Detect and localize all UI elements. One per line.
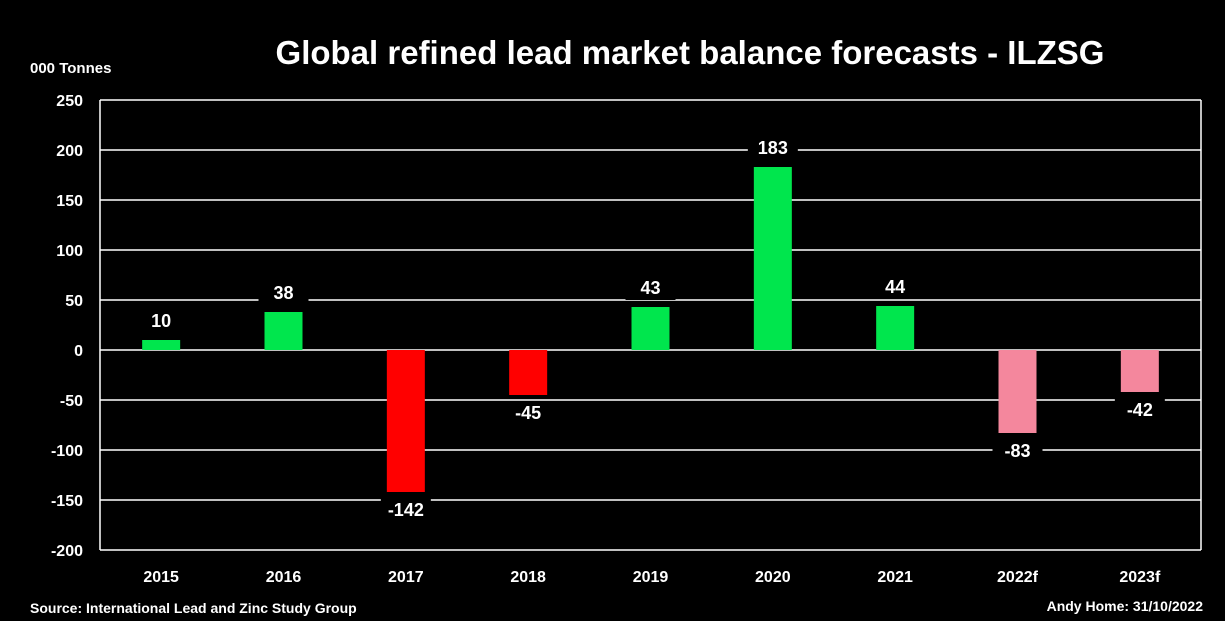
- data-label-backdrop: [258, 282, 309, 305]
- y-tick-label: 200: [56, 143, 83, 160]
- y-tick-label: -150: [51, 493, 83, 510]
- data-label-backdrop: [625, 277, 676, 300]
- data-label: 183: [758, 138, 788, 158]
- bar-2016: [264, 312, 303, 350]
- y-tick-label: 0: [74, 343, 83, 360]
- bar-2020: [753, 167, 792, 350]
- x-tick-label: 2016: [266, 569, 302, 586]
- data-label-backdrop: [136, 310, 187, 333]
- bar-2015: [142, 340, 181, 350]
- x-axis-ticks: 2015 2016 2017 2018 2019 2020 2021 2022f 2023f: [143, 569, 1161, 586]
- bar-2022f: [998, 350, 1037, 433]
- data-label: 10: [151, 311, 171, 331]
- x-tick-label: 2018: [510, 569, 546, 586]
- y-tick-label: 50: [65, 293, 83, 310]
- x-tick-label: 2017: [388, 569, 424, 586]
- y-tick-label: -50: [60, 393, 83, 410]
- x-tick-label: 2022f: [997, 569, 1039, 586]
- data-label: -142: [388, 500, 424, 520]
- x-tick-label: 2019: [633, 569, 669, 586]
- source-note: Source: International Lead and Zinc Stud…: [30, 600, 357, 616]
- bar-2021: [876, 306, 915, 350]
- author-credit: Andy Home: 31/10/2022: [1047, 598, 1204, 614]
- data-label: 44: [885, 277, 905, 297]
- data-labels: 10 38 -142 -45 43 183 44 -83 -42: [136, 137, 1165, 522]
- data-label: 43: [640, 278, 660, 298]
- bars: [142, 167, 1159, 492]
- y-tick-label: 250: [56, 93, 83, 110]
- data-label: -42: [1127, 400, 1153, 420]
- data-label-backdrop: [1114, 399, 1165, 422]
- y-tick-label: 100: [56, 243, 83, 260]
- data-label-backdrop: [870, 276, 921, 299]
- y-tick-label: -100: [51, 443, 83, 460]
- y-tick-label: -200: [51, 543, 83, 560]
- y-axis-unit-label: 000 Tonnes: [30, 60, 111, 77]
- data-label-backdrop: [503, 402, 554, 425]
- x-tick-label: 2020: [755, 569, 791, 586]
- chart-title: Global refined lead market balance forec…: [276, 34, 1105, 71]
- x-tick-label: 2015: [143, 569, 179, 586]
- bar-2023f: [1120, 350, 1159, 392]
- data-label: -83: [1004, 441, 1030, 461]
- data-label-backdrop: [747, 137, 798, 160]
- data-label: -45: [515, 403, 541, 423]
- bar-2017: [386, 350, 425, 492]
- y-axis-ticks: 250 200 150 100 50 0 -50 -100 -150 -200: [51, 93, 83, 560]
- bar-2018: [509, 350, 548, 395]
- x-tick-label: 2021: [877, 569, 913, 586]
- y-tick-label: 150: [56, 193, 83, 210]
- data-label-backdrop: [380, 499, 431, 522]
- data-label: 38: [273, 283, 293, 303]
- data-label-backdrop: [992, 440, 1043, 463]
- x-tick-label: 2023f: [1119, 569, 1161, 586]
- bar-2019: [631, 307, 670, 350]
